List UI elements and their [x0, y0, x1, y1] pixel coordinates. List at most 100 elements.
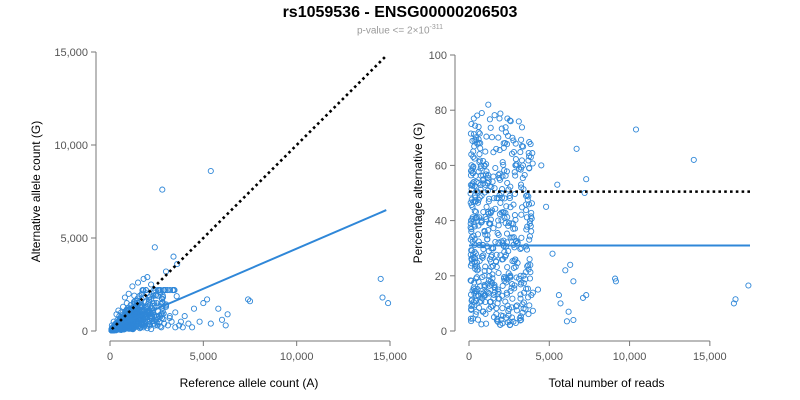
data-point — [473, 274, 480, 281]
panel-2: 0 20 40 60 80 100 0 5,000 10,000 15,000 Total numb… — [411, 50, 752, 390]
data-point — [157, 313, 164, 320]
data-point — [468, 297, 475, 304]
data-point — [612, 275, 619, 282]
data-point — [504, 276, 511, 283]
data-point — [485, 198, 492, 205]
data-point — [573, 145, 580, 152]
data-point — [583, 292, 590, 299]
x-tick-label: 5,000 — [536, 351, 564, 363]
data-point — [518, 157, 525, 164]
data-point — [511, 169, 518, 176]
data-point — [509, 295, 516, 302]
chart-title: rs1059536 - ENSG00000206503 — [282, 4, 518, 21]
data-point — [510, 148, 517, 156]
data-point — [524, 196, 531, 203]
data-point — [518, 136, 525, 143]
data-point — [483, 168, 490, 175]
data-point — [500, 144, 507, 151]
data-point — [565, 308, 572, 315]
data-point — [481, 282, 489, 289]
data-point — [379, 294, 386, 301]
data-point — [137, 303, 144, 310]
data-point — [476, 194, 483, 201]
data-point — [473, 275, 480, 282]
data-point — [489, 302, 496, 310]
y-tick-label: 20 — [435, 271, 447, 283]
data-point — [490, 291, 497, 298]
data-point — [512, 156, 519, 163]
data-point — [172, 309, 179, 316]
data-point — [730, 300, 737, 307]
data-point — [482, 298, 489, 306]
data-point — [478, 192, 485, 199]
data-point — [508, 284, 515, 291]
data-point — [529, 289, 536, 296]
data-point — [471, 255, 479, 262]
data-point — [129, 283, 136, 290]
data-point — [481, 267, 488, 274]
data-point — [474, 140, 481, 147]
data-point — [579, 294, 587, 301]
data-point — [493, 317, 500, 324]
data-point — [476, 159, 483, 166]
reference-line — [110, 54, 388, 331]
data-point — [528, 215, 535, 222]
data-point — [522, 207, 530, 214]
data-point — [129, 306, 136, 313]
data-point — [189, 324, 196, 331]
data-point — [151, 244, 158, 251]
data-point — [490, 149, 497, 156]
data-point — [524, 223, 531, 230]
data-point — [131, 292, 138, 299]
data-point — [490, 225, 497, 232]
data-point — [474, 112, 481, 119]
data-point — [517, 295, 524, 302]
data-point — [207, 320, 214, 327]
data-point — [468, 260, 475, 267]
data-point — [113, 311, 120, 318]
data-point — [512, 303, 520, 310]
data-point — [479, 176, 486, 184]
data-point — [467, 217, 475, 224]
data-point — [497, 110, 504, 117]
data-point — [570, 278, 577, 285]
data-point — [467, 220, 474, 227]
data-point — [139, 290, 146, 297]
data-point — [555, 292, 562, 299]
data-point — [377, 275, 384, 282]
data-point — [140, 287, 147, 294]
data-point — [496, 170, 503, 177]
data-point — [520, 305, 527, 312]
data-point — [526, 236, 533, 243]
data-point — [207, 167, 214, 175]
data-point — [185, 320, 192, 327]
data-point — [507, 287, 514, 295]
data-point — [486, 116, 493, 123]
data-point — [487, 124, 494, 131]
data-point — [517, 291, 524, 298]
data-point — [515, 118, 522, 125]
data-point — [488, 134, 496, 141]
data-point — [215, 305, 222, 312]
data-point — [474, 316, 482, 323]
data-point — [473, 308, 480, 315]
data-point — [177, 318, 184, 325]
data-point — [486, 195, 493, 202]
data-point — [506, 305, 513, 312]
data-point — [525, 149, 532, 157]
data-point — [494, 230, 501, 237]
data-point — [495, 295, 502, 302]
data-point — [147, 314, 154, 321]
data-point — [487, 220, 494, 228]
data-point — [492, 205, 499, 212]
data-point — [490, 173, 497, 180]
data-point — [125, 304, 132, 311]
data-point — [745, 282, 752, 289]
data-point — [518, 211, 525, 218]
data-point — [524, 263, 531, 270]
data-point — [154, 287, 162, 294]
data-point — [472, 208, 480, 215]
data-point — [482, 310, 489, 317]
data-point — [473, 178, 480, 186]
y-tick-label: 0 — [82, 326, 88, 338]
